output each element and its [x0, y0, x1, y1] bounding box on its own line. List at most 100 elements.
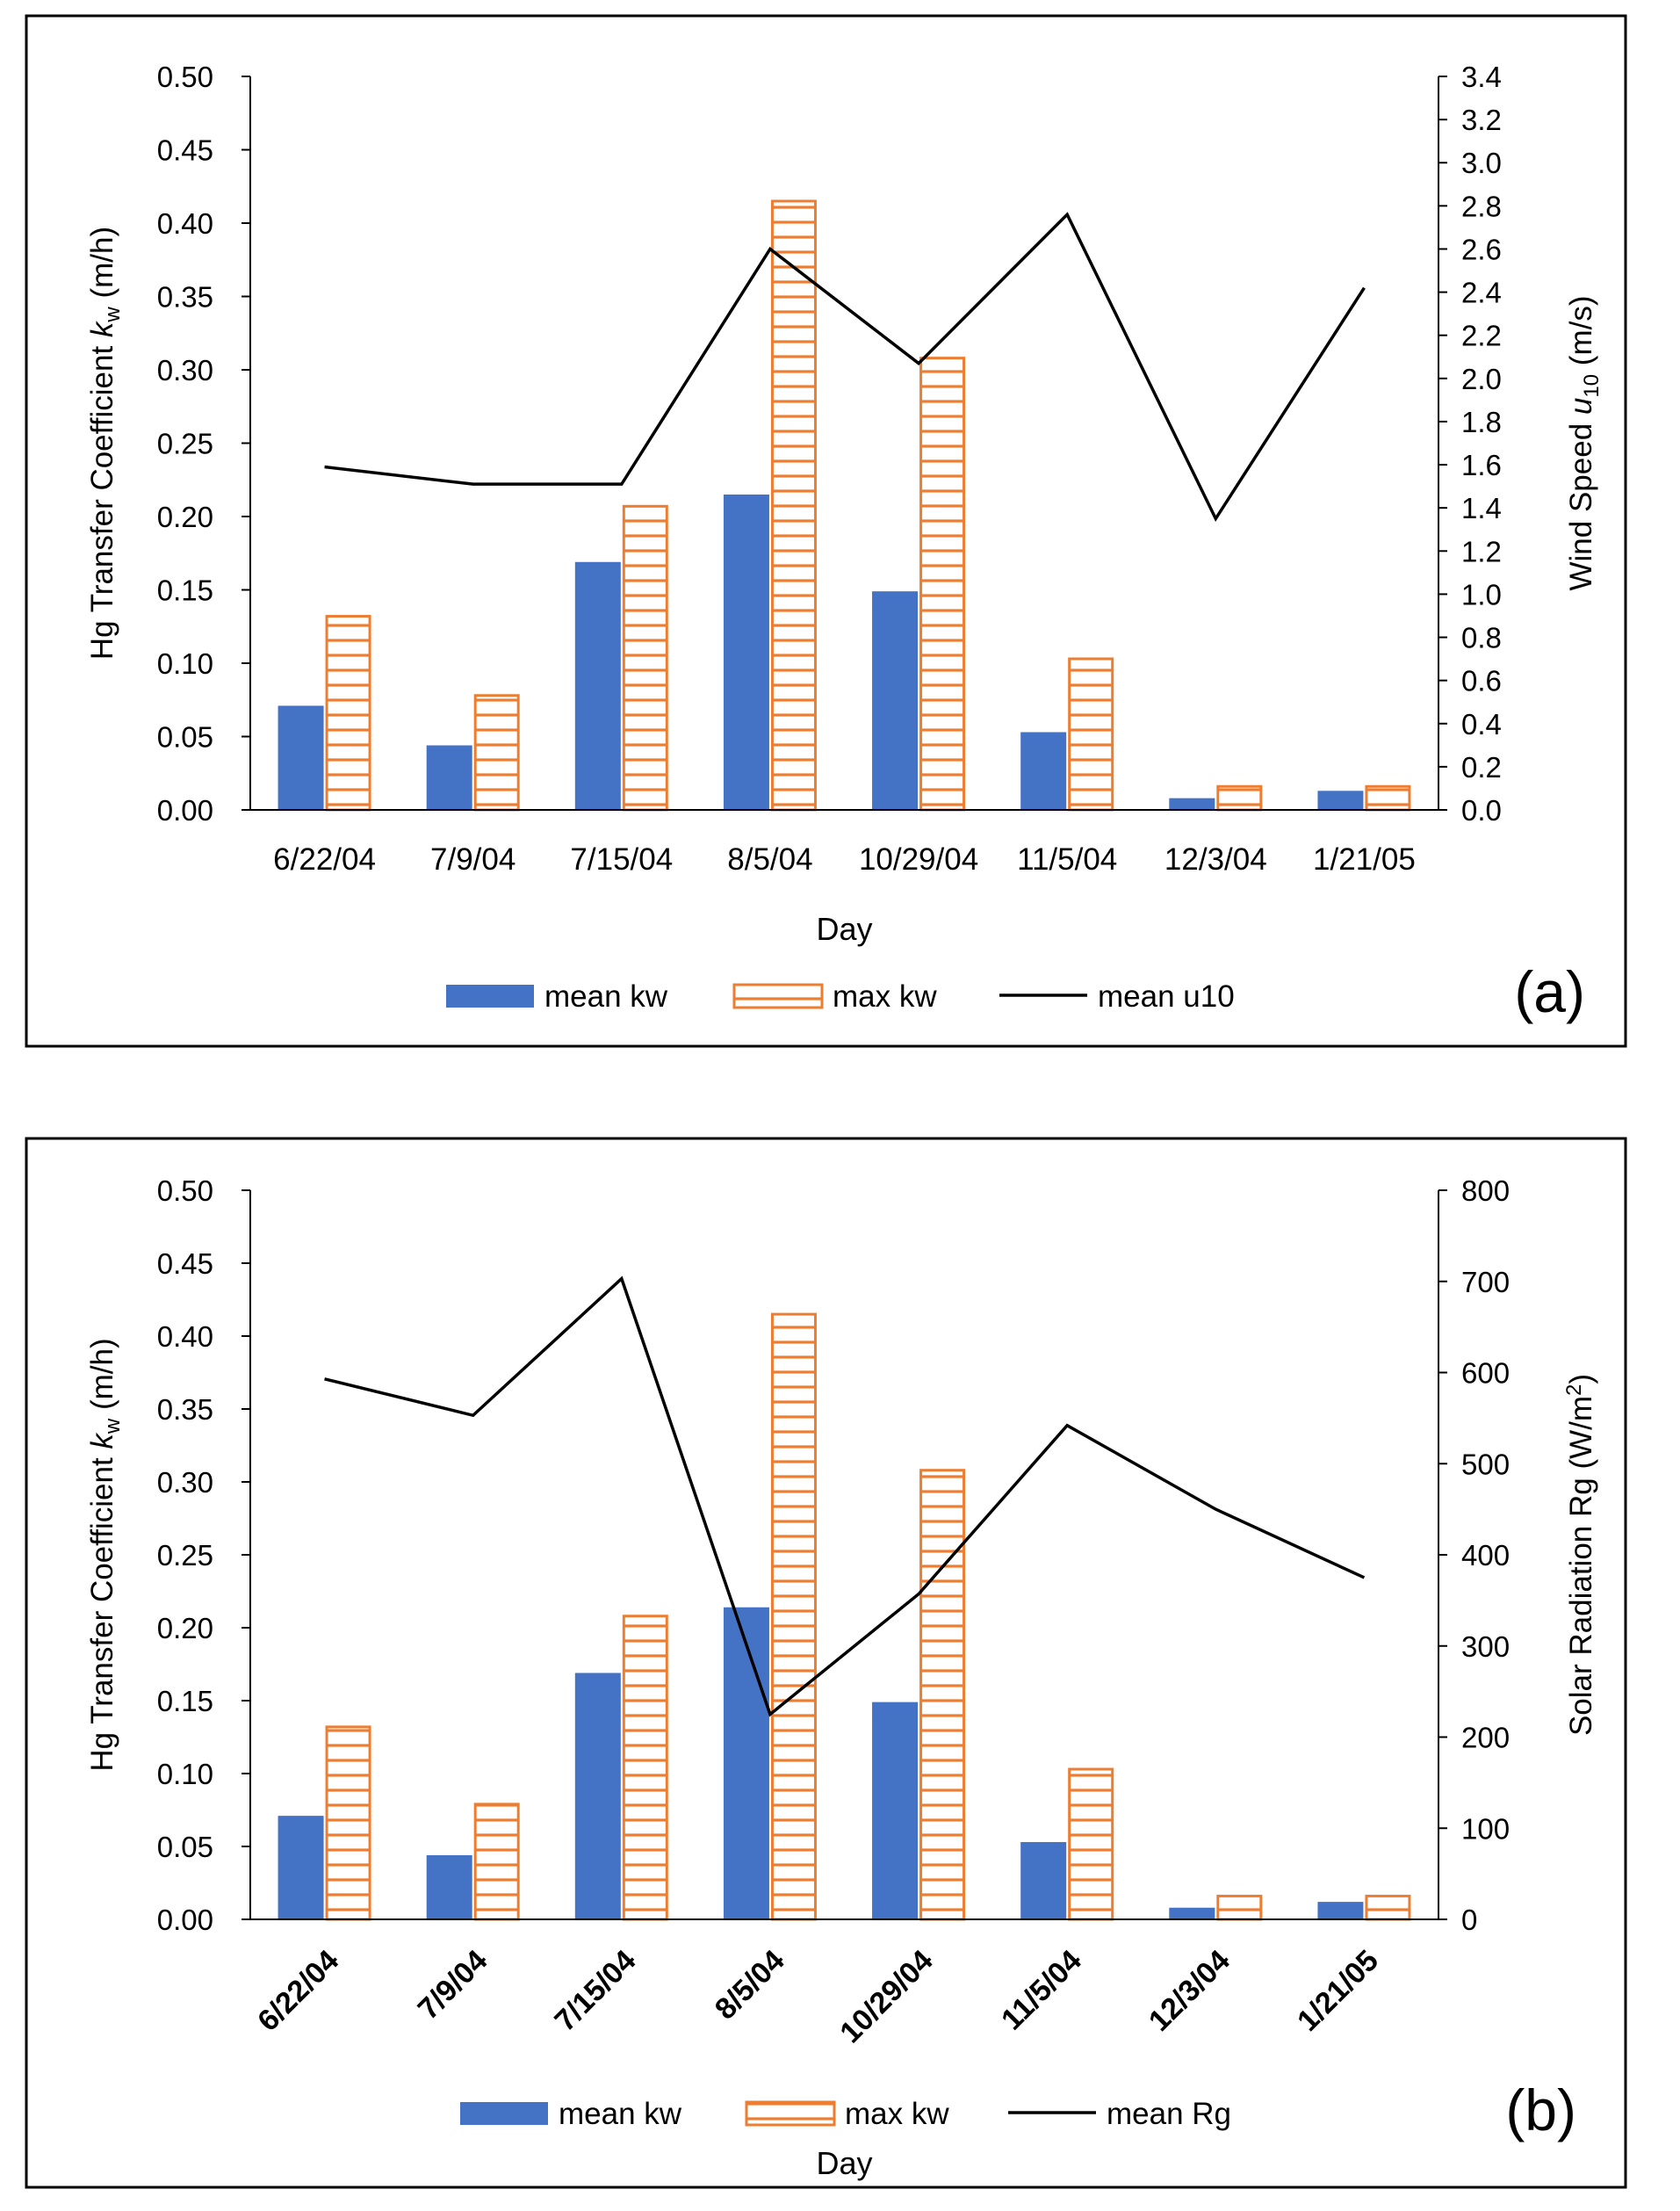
- left-tick-label: 0.25: [157, 428, 213, 460]
- panel-label: (a): [1514, 959, 1585, 1024]
- bar-max-kw-1: [325, 1725, 371, 1921]
- bar-max-kw-7: [1216, 1894, 1263, 1921]
- right-tick-label: 2.0: [1461, 363, 1502, 395]
- legend-swatch-max-kw: [732, 983, 824, 1009]
- line-series-mean-u10: [324, 212, 1366, 523]
- bar-mean-kw-6: [1020, 732, 1067, 810]
- category-label: 8/5/04: [709, 1944, 791, 2027]
- right-tick-label: 1.4: [1461, 492, 1502, 524]
- bar-max-kw-3: [622, 504, 668, 812]
- right-tick-label: 1.8: [1461, 406, 1502, 438]
- right-tick-label: 2.8: [1461, 190, 1502, 222]
- bar-max-kw-8: [1365, 1894, 1411, 1921]
- bar-max-kw-5: [919, 357, 966, 812]
- bar-max-kw-4: [770, 1312, 817, 1921]
- right-tick-label: 3.0: [1461, 147, 1502, 179]
- left-tick-label: 0.00: [157, 1904, 213, 1936]
- bar-mean-kw-1: [278, 705, 324, 810]
- category-label: 11/5/04: [995, 1944, 1088, 2037]
- left-axis-label: Hg Transfer Coefficient kw (m/h): [85, 1338, 125, 1771]
- category-label: 10/29/04: [859, 842, 978, 877]
- left-tick-label: 0.00: [157, 794, 213, 827]
- right-tick-label: 0: [1461, 1904, 1477, 1936]
- right-tick-label: 500: [1461, 1448, 1510, 1480]
- right-tick-label: 300: [1461, 1630, 1510, 1663]
- left-tick-label: 0.25: [157, 1539, 213, 1572]
- category-label: 12/3/04: [1143, 1944, 1237, 2038]
- category-label: 6/22/04: [273, 842, 376, 877]
- bar-mean-kw-7: [1169, 1907, 1215, 1919]
- bar-max-kw-7: [1216, 784, 1263, 812]
- left-tick-label: 0.40: [157, 207, 213, 240]
- panel-a-chart: 0.00 0.05 0.10 0.15 0.20 0.25 0.30 0.35 0.40 0.45…: [25, 14, 1627, 1048]
- category-label: 12/3/04: [1164, 842, 1267, 877]
- right-tick-label: 2.6: [1461, 233, 1502, 265]
- right-tick-label: 800: [1461, 1174, 1510, 1207]
- category-label: 11/5/04: [1017, 842, 1117, 877]
- panel-frame: [25, 14, 1627, 1048]
- line-series-mean-Rg: [324, 1275, 1366, 1717]
- x-axis-label: Day: [816, 2145, 872, 2181]
- left-axis-label: Hg Transfer Coefficient kw (m/h): [85, 227, 125, 660]
- category-label: 1/21/05: [1313, 842, 1416, 877]
- left-tick-label: 0.35: [157, 1393, 213, 1426]
- left-tick-label: 0.05: [157, 1831, 213, 1863]
- left-tick-label: 0.05: [157, 721, 213, 754]
- right-tick-label: 0.6: [1461, 665, 1502, 697]
- right-tick-label: 1.2: [1461, 535, 1502, 567]
- bar-mean-kw-3: [574, 561, 621, 810]
- bar-mean-kw-3: [574, 1673, 621, 1919]
- panel-b-chart: 0.00 0.05 0.10 0.15 0.20 0.25 0.30 0.35 0.40 0.45…: [25, 1137, 1627, 2189]
- legend-label-max-kw: max kw: [833, 979, 937, 1014]
- left-tick-label: 0.50: [157, 1174, 213, 1207]
- bar-max-kw-4: [770, 199, 817, 812]
- right-tick-label: 200: [1461, 1722, 1510, 1754]
- bar-mean-kw-5: [872, 1702, 919, 1919]
- right-tick-label: 1.6: [1461, 449, 1502, 481]
- left-tick-label: 0.20: [157, 1612, 213, 1644]
- left-tick-label: 0.15: [157, 574, 213, 607]
- right-tick-label: 600: [1461, 1357, 1510, 1390]
- category-label: 7/15/04: [570, 842, 673, 877]
- legend-swatch-mean-kw: [460, 2102, 548, 2125]
- bar-max-kw-8: [1365, 784, 1411, 812]
- bar-mean-kw-1: [278, 1816, 324, 1919]
- right-tick-label: 1.0: [1461, 578, 1502, 611]
- bar-max-kw-5: [919, 1469, 966, 1921]
- bar-max-kw-3: [622, 1615, 668, 1921]
- bar-max-kw-2: [473, 1803, 520, 1921]
- left-tick-label: 0.45: [157, 1247, 213, 1280]
- bar-mean-kw-4: [723, 1607, 769, 1919]
- right-tick-label: 400: [1461, 1539, 1510, 1572]
- category-label: 10/29/04: [833, 1944, 940, 2050]
- legend-label-line: mean Rg: [1107, 2097, 1231, 2131]
- right-tick-label: 2.4: [1461, 277, 1502, 309]
- right-axis-label: Solar Radiation Rg (W/m2): [1562, 1374, 1598, 1736]
- panel-frame: [25, 1137, 1627, 2189]
- category-label: 6/22/04: [251, 1944, 345, 2038]
- right-tick-label: 100: [1461, 1812, 1510, 1845]
- right-tick-label: 0.8: [1461, 622, 1502, 654]
- left-tick-label: 0.50: [157, 61, 213, 93]
- x-axis-label: Day: [816, 911, 872, 947]
- right-tick-label: 0.2: [1461, 751, 1502, 784]
- right-tick-label: 3.4: [1461, 61, 1502, 93]
- right-axis-label: Wind Speed u10 (m/s): [1564, 296, 1604, 591]
- right-tick-label: 2.2: [1461, 320, 1502, 352]
- category-label: 1/21/05: [1291, 1944, 1385, 2038]
- left-tick-label: 0.40: [157, 1320, 213, 1353]
- bar-mean-kw-5: [872, 591, 919, 810]
- legend-swatch-max-kw: [745, 2100, 836, 2127]
- bar-max-kw-6: [1068, 1767, 1114, 1921]
- legend-label-max-kw: max kw: [845, 2097, 949, 2131]
- bar-mean-kw-2: [426, 745, 472, 810]
- right-tick-label: 0.0: [1461, 794, 1502, 827]
- category-label: 7/15/04: [548, 1944, 642, 2038]
- category-label: 8/5/04: [727, 842, 812, 877]
- bar-mean-kw-7: [1169, 798, 1215, 810]
- left-tick-label: 0.10: [157, 647, 213, 680]
- left-tick-label: 0.30: [157, 1466, 213, 1499]
- bar-max-kw-1: [325, 615, 371, 812]
- bar-mean-kw-8: [1317, 791, 1364, 810]
